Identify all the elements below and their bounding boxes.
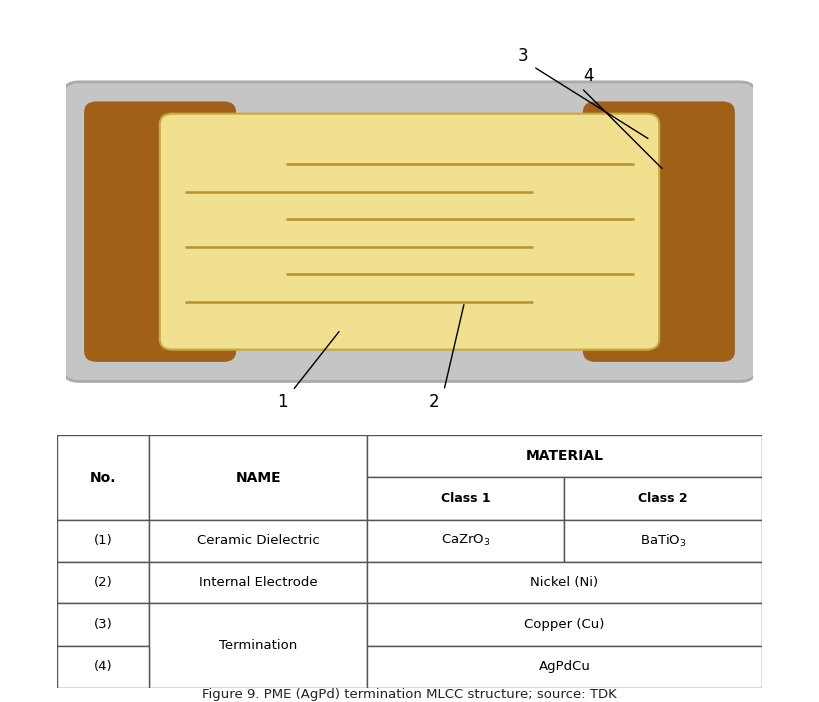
- Text: No.: No.: [90, 470, 116, 484]
- Text: Internal Electrode: Internal Electrode: [199, 576, 318, 589]
- Bar: [57, 603, 149, 646]
- Bar: [367, 477, 564, 520]
- Bar: [57, 562, 149, 603]
- Text: 2: 2: [428, 392, 439, 411]
- Text: 3: 3: [518, 46, 528, 65]
- Text: CaZrO$_3$: CaZrO$_3$: [441, 534, 491, 548]
- Bar: [367, 562, 762, 603]
- Bar: [367, 603, 762, 646]
- Text: Class 2: Class 2: [638, 492, 688, 505]
- Text: Class 1: Class 1: [441, 492, 491, 505]
- Bar: [149, 603, 367, 688]
- Bar: [57, 520, 149, 562]
- Text: Termination: Termination: [219, 639, 297, 652]
- Bar: [564, 520, 762, 562]
- Bar: [149, 520, 367, 562]
- Text: Nickel (Ni): Nickel (Ni): [531, 576, 599, 589]
- Text: Ceramic Dielectric: Ceramic Dielectric: [197, 534, 319, 548]
- Text: (4): (4): [94, 661, 112, 673]
- Text: Copper (Cu): Copper (Cu): [524, 618, 604, 631]
- Text: AgPdCu: AgPdCu: [539, 661, 590, 673]
- Text: (2): (2): [93, 576, 112, 589]
- Text: MATERIAL: MATERIAL: [526, 449, 604, 463]
- Bar: [564, 477, 762, 520]
- Bar: [57, 435, 149, 520]
- Bar: [367, 646, 762, 688]
- Text: NAME: NAME: [235, 470, 281, 484]
- Bar: [149, 562, 367, 603]
- FancyBboxPatch shape: [62, 82, 757, 381]
- Text: Figure 9. PME (AgPd) termination MLCC structure; source: TDK: Figure 9. PME (AgPd) termination MLCC st…: [202, 687, 617, 701]
- FancyBboxPatch shape: [160, 114, 659, 350]
- Text: BaTiO$_3$: BaTiO$_3$: [640, 533, 686, 549]
- FancyBboxPatch shape: [84, 101, 236, 362]
- Bar: [367, 435, 762, 477]
- FancyBboxPatch shape: [583, 101, 735, 362]
- Text: 4: 4: [583, 67, 594, 85]
- Text: (3): (3): [93, 618, 112, 631]
- Bar: [367, 520, 564, 562]
- Bar: [149, 435, 367, 520]
- Bar: [57, 646, 149, 688]
- Text: (1): (1): [93, 534, 112, 548]
- Text: 1: 1: [277, 392, 287, 411]
